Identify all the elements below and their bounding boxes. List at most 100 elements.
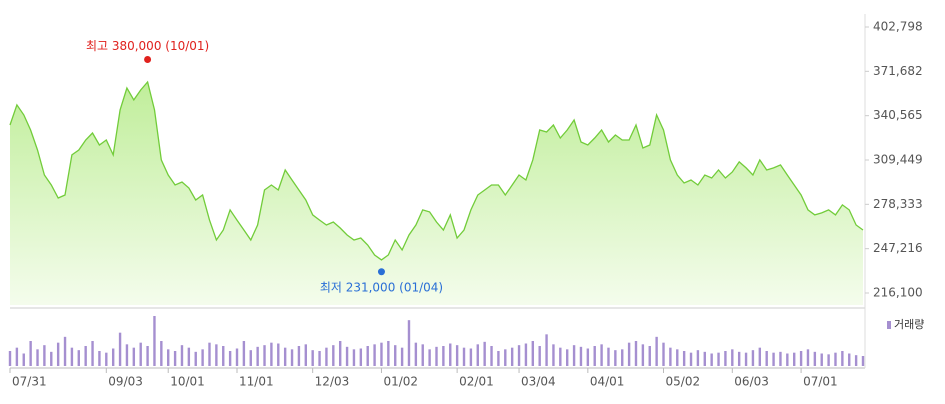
legend-swatch — [887, 321, 891, 329]
volume-bar — [586, 348, 590, 366]
volume-bar — [455, 345, 459, 366]
volume-bar — [607, 347, 610, 366]
volume-bar — [689, 352, 693, 366]
volume-bar — [194, 351, 197, 366]
volume-bar — [366, 346, 369, 366]
volume-bar — [263, 345, 266, 366]
volume-bar — [483, 341, 486, 366]
volume-bar — [462, 347, 466, 366]
volume-bar — [256, 346, 259, 366]
area — [10, 82, 863, 305]
volume-bar — [813, 351, 817, 366]
volume-bar — [579, 346, 583, 366]
volume-bar — [572, 345, 576, 366]
volume-bar — [765, 351, 768, 366]
volume-bar — [359, 348, 363, 366]
x-tick-label: 03/04 — [521, 375, 556, 389]
x-tick-label: 04/01 — [590, 375, 625, 389]
volume-bar — [737, 351, 741, 366]
volume-bar — [682, 351, 686, 366]
volume-bar — [332, 345, 335, 366]
volume-bar — [290, 349, 294, 366]
volume-bar — [249, 350, 252, 366]
volume-bar — [394, 345, 397, 366]
volume-bar — [517, 345, 521, 366]
volume-bar — [834, 352, 837, 366]
volume-bar — [827, 354, 830, 366]
volume-bar — [600, 344, 603, 366]
volume-bar — [621, 349, 624, 366]
volume-bar — [98, 351, 101, 366]
volume-bar — [304, 344, 307, 366]
volume-bar — [345, 346, 349, 366]
volume-bar — [43, 345, 46, 366]
volume-bar — [15, 347, 19, 366]
volume-bar — [297, 346, 301, 366]
volume-bar — [428, 349, 431, 366]
volume-bar — [848, 353, 851, 366]
volume-bar — [380, 342, 383, 366]
x-tick-label: 09/03 — [108, 375, 143, 389]
x-tick-label: 06/03 — [734, 375, 769, 389]
volume-bar — [504, 349, 507, 366]
volume-bar — [50, 351, 53, 366]
y-tick-label: 402,798 — [873, 20, 923, 34]
x-tick-label: 05/02 — [666, 375, 701, 389]
annotation-label: 최저 231,000 (01/04) — [320, 280, 443, 294]
volume-bar — [325, 347, 328, 366]
volume-bar — [373, 344, 376, 366]
volume-bar — [793, 352, 796, 366]
volume-bar — [36, 349, 39, 366]
volume-bar — [545, 334, 548, 366]
volume-bar — [593, 346, 596, 366]
volume-bar — [352, 349, 356, 366]
volume-bar — [497, 351, 500, 366]
volume-bar — [111, 348, 115, 366]
volume-bar — [717, 352, 720, 366]
volume-bar — [510, 347, 514, 366]
volume-bar — [180, 345, 184, 366]
volume-bar — [779, 351, 782, 366]
volume-bar — [77, 350, 80, 366]
y-tick-label: 278,333 — [873, 197, 923, 211]
x-tick-label: 07/31 — [12, 375, 47, 389]
volume-bar — [531, 341, 535, 366]
x-tick-label: 07/01 — [803, 375, 838, 389]
volume-bar — [167, 349, 170, 366]
volume-bar — [627, 342, 631, 366]
volume-bar — [634, 341, 638, 366]
volume-bar — [841, 351, 844, 366]
volume-bar — [490, 346, 493, 366]
y-tick-label: 371,682 — [873, 64, 923, 78]
volume-bar — [703, 351, 706, 366]
y-tick-label: 216,100 — [873, 286, 923, 300]
volume-bar — [566, 349, 569, 366]
volume-bar — [435, 346, 438, 366]
volume-bar — [84, 346, 87, 366]
volume-bar — [105, 352, 108, 366]
volume-bar — [201, 349, 204, 366]
volume-bar — [538, 346, 541, 366]
volume-bar — [449, 343, 452, 366]
volume-bar — [215, 344, 218, 366]
volume-bar — [524, 343, 528, 366]
volume-bar — [442, 346, 445, 366]
volume-bar — [421, 344, 424, 366]
volume-bar — [118, 332, 122, 366]
volume-bar — [662, 342, 665, 366]
volume-bar — [283, 347, 287, 366]
volume-bar — [56, 342, 60, 366]
x-tick-label: 12/03 — [315, 375, 350, 389]
volume-bar — [228, 351, 232, 366]
y-tick-label: 247,216 — [873, 241, 923, 255]
volume-bar — [710, 353, 713, 366]
volume-bar — [676, 349, 679, 366]
x-tick-label: 02/01 — [459, 375, 494, 389]
volume-bar — [724, 351, 727, 366]
volume-bar — [29, 341, 32, 366]
volume-bar — [614, 350, 617, 366]
volume-bar — [861, 356, 865, 366]
legend-label: 거래량 — [894, 318, 924, 331]
volume-bar — [751, 350, 755, 366]
